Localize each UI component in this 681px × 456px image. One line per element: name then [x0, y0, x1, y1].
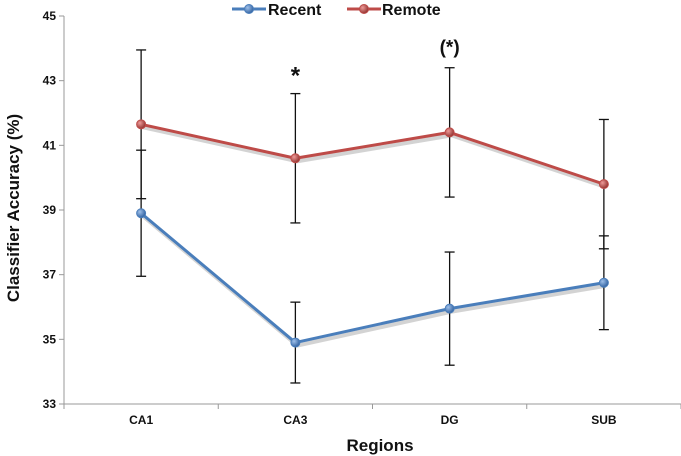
series-recent-line — [140, 212, 605, 345]
data-point-remote-ca3 — [290, 153, 301, 164]
data-point-remote-ca1 — [136, 119, 147, 130]
legend-swatch-recent-marker — [244, 4, 254, 14]
significance-marker-dg: (*) — [440, 38, 460, 59]
data-point-remote-sub — [598, 179, 609, 190]
x-ticks: CA1 CA3 DG SUB — [63, 404, 681, 427]
data-point-recent-ca3 — [290, 337, 301, 348]
legend-label-remote: Remote — [382, 2, 441, 19]
y-axis-title: Classifier Accuracy (%) — [4, 114, 23, 302]
axes: 33 35 37 39 41 43 45 CA1 CA3 DG SUB — [43, 9, 681, 427]
legend-label-recent: Recent — [268, 2, 322, 19]
series-layer — [136, 49, 609, 384]
y-tick-label: 33 — [43, 397, 57, 411]
data-point-recent-ca1 — [136, 208, 147, 219]
series-remote-line — [140, 122, 605, 186]
x-axis-title: Regions — [346, 436, 413, 455]
annotation-layer: * (*) — [291, 38, 460, 90]
data-point-recent-dg — [444, 303, 455, 314]
y-tick-label: 37 — [43, 268, 57, 282]
legend-swatch-remote-marker — [359, 4, 369, 14]
x-tick-label-dg: DG — [441, 413, 459, 427]
significance-marker-ca3: * — [291, 63, 301, 90]
x-tick-label-ca3: CA3 — [283, 413, 307, 427]
x-tick-label-ca1: CA1 — [129, 413, 153, 427]
legend-item-remote: Remote — [347, 2, 441, 19]
data-point-recent-sub — [598, 277, 609, 288]
y-tick-label: 41 — [43, 138, 57, 152]
y-tick-label: 43 — [43, 74, 57, 88]
y-tick-label: 39 — [43, 203, 57, 217]
y-tick-label: 35 — [43, 332, 57, 346]
series-remote — [136, 49, 609, 250]
data-point-remote-dg — [444, 127, 455, 138]
series-remote-shadow — [142, 125, 607, 190]
series-recent — [136, 149, 609, 384]
y-tick-label: 45 — [43, 9, 57, 23]
legend-item-recent: Recent — [232, 2, 322, 19]
y-ticks: 33 35 37 39 41 43 45 — [43, 9, 64, 411]
legend: Recent Remote — [232, 2, 441, 19]
x-tick-label-sub: SUB — [591, 413, 617, 427]
